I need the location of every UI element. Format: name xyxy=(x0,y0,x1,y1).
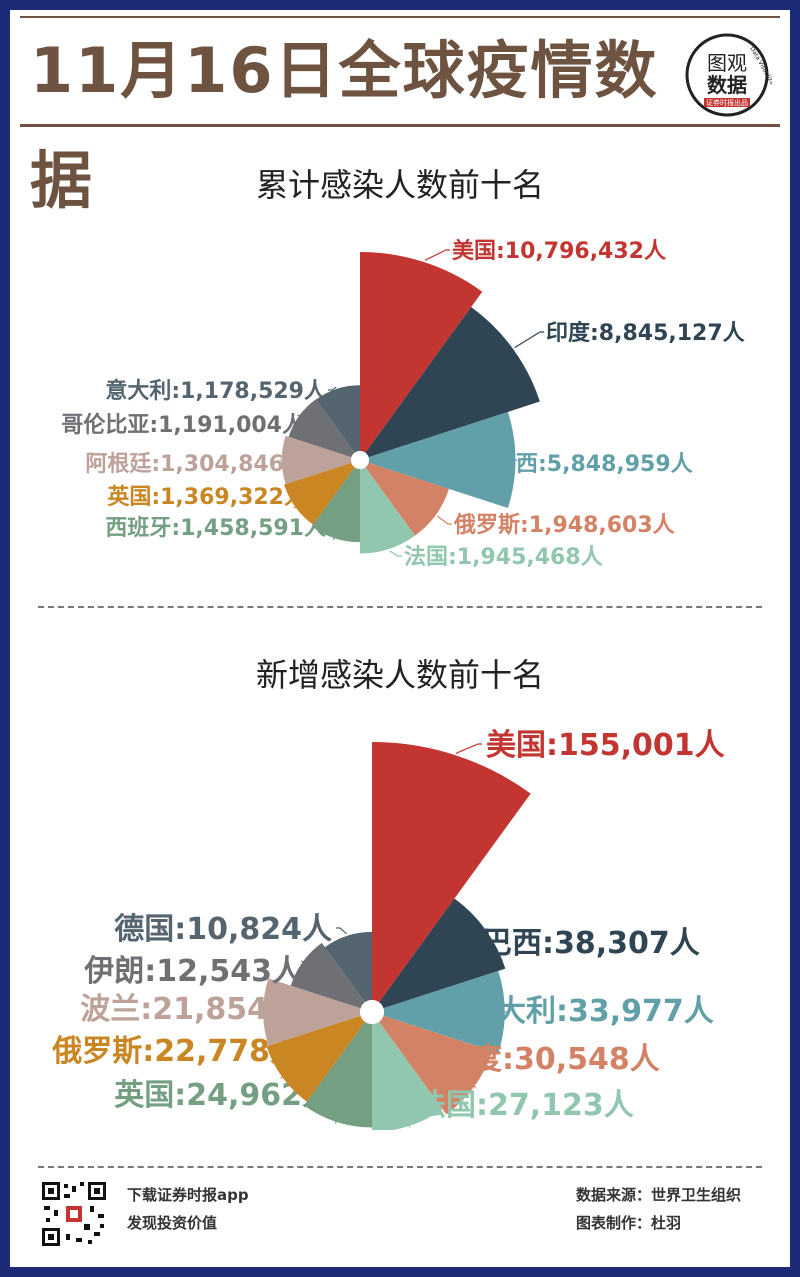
leader-line-6 xyxy=(280,1049,310,1079)
tuguan-data-logo: 图观 数据 证券时报出品 Data Visualization xyxy=(685,33,772,117)
rose-slice-0 xyxy=(372,742,531,1003)
leader-line-9 xyxy=(336,927,348,935)
header-rule-bottom xyxy=(20,124,780,127)
slice-label-9: 德国:10,824人 xyxy=(114,912,332,947)
leader-line-5 xyxy=(328,526,335,541)
app-download-text: 下载证券时报app xyxy=(127,1186,249,1204)
leader-line-8 xyxy=(300,960,312,971)
data-source-text: 数据来源：世界卫生组织 xyxy=(576,1186,742,1204)
rose-slice-2 xyxy=(368,411,516,509)
slice-label-0: 美国:155,001人 xyxy=(486,728,725,763)
rose-slice-6 xyxy=(266,1015,365,1102)
slice-label-3: 印度:30,548人 xyxy=(442,1042,660,1077)
logo-line2: 数据 xyxy=(707,73,747,97)
new-cases-rose-chart: 美国:155,001人巴西:38,307人意大利:33,977人印度:30,54… xyxy=(51,728,725,1130)
rose-slice-6 xyxy=(284,462,355,525)
slice-label-7: 波兰:21,854人 xyxy=(80,992,298,1027)
slice-label-5: 西班牙:1,458,591人 xyxy=(105,516,326,541)
leader-line-7 xyxy=(261,1007,307,1013)
rose-slice-5 xyxy=(311,467,360,543)
cumulative-rose-chart: 美国:10,796,432人印度:8,845,127人巴西:5,848,959人… xyxy=(61,238,745,570)
rose-slice-0 xyxy=(360,252,483,453)
slice-label-6: 英国:1,369,322人 xyxy=(107,485,306,510)
slice-label-6: 俄罗斯:22,778人 xyxy=(51,1034,300,1069)
leader-line-5 xyxy=(335,1093,341,1124)
rose-slice-9 xyxy=(316,385,360,453)
leader-line-1 xyxy=(514,331,544,349)
rose-slice-1 xyxy=(365,306,540,458)
qr-code-icon[interactable] xyxy=(40,1180,108,1248)
rose-center-hole xyxy=(360,1000,384,1024)
leader-line-2 xyxy=(457,1009,507,1013)
slice-label-8: 哥伦比亚:1,191,004人 xyxy=(61,412,304,438)
slice-label-1: 印度:8,845,127人 xyxy=(546,320,745,346)
slice-label-8: 伊朗:12,543人 xyxy=(83,954,302,989)
slice-label-2: 意大利:33,977人 xyxy=(466,994,714,1029)
app-slogan-text: 发现投资价值 xyxy=(127,1214,218,1232)
rose-slice-1 xyxy=(379,898,506,1009)
leader-line-8 xyxy=(297,414,312,425)
slice-label-3: 俄罗斯:1,948,603人 xyxy=(453,512,675,538)
header-rule-top xyxy=(20,16,780,18)
chart-author-text: 图表制作：杜羽 xyxy=(576,1214,682,1232)
leader-line-3 xyxy=(436,515,452,525)
slice-label-4: 法国:27,123人 xyxy=(416,1088,634,1123)
slice-label-9: 意大利:1,178,529人 xyxy=(105,378,326,404)
slice-label-0: 美国:10,796,432人 xyxy=(452,238,666,264)
cumulative-section-title: 累计感染人数前十名 xyxy=(255,166,544,204)
page-title: 11月16日全球疫情数据 xyxy=(30,34,659,217)
leader-line-4 xyxy=(407,1103,412,1128)
leader-line-0 xyxy=(424,249,450,261)
rose-slice-3 xyxy=(365,462,449,536)
infographic-card: 11月16日全球疫情数据 图观 数据 证券时报出品 Data Visualiza… xyxy=(10,10,790,1267)
leader-line-0 xyxy=(455,743,482,754)
rose-slice-7 xyxy=(281,435,352,485)
slice-label-7: 阿根廷:1,304,846人 xyxy=(85,452,306,477)
rose-slice-4 xyxy=(360,467,415,554)
slice-label-4: 法国:1,945,468人 xyxy=(404,545,603,570)
rose-slice-7 xyxy=(263,978,361,1046)
section-divider xyxy=(38,606,762,608)
leader-line-3 xyxy=(432,1057,477,1089)
rose-slice-5 xyxy=(304,1021,372,1128)
rose-slice-3 xyxy=(379,1015,493,1115)
rose-slice-8 xyxy=(288,399,355,458)
rose-slice-2 xyxy=(383,970,505,1054)
footer-divider xyxy=(38,1166,762,1168)
rose-slice-4 xyxy=(372,1021,443,1130)
leader-line-2 xyxy=(487,459,518,464)
rose-center-hole xyxy=(351,451,369,469)
leader-line-6 xyxy=(293,495,314,509)
logo-line1: 图观 xyxy=(707,51,747,75)
leader-line-7 xyxy=(279,459,313,464)
new-section-title: 新增感染人数前十名 xyxy=(255,656,544,694)
slice-label-1: 巴西:38,307人 xyxy=(482,926,700,961)
leader-line-1 xyxy=(472,927,488,943)
rose-slice-9 xyxy=(324,931,372,1003)
rose-slice-8 xyxy=(290,942,365,1009)
slice-label-2: 巴西:5,848,959人 xyxy=(494,452,693,477)
logo-tag: 证券时报出品 xyxy=(706,98,748,107)
leader-line-4 xyxy=(389,550,402,557)
leader-line-9 xyxy=(328,386,337,391)
